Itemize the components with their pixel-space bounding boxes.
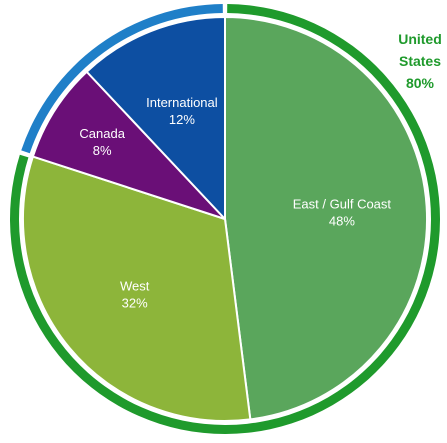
slice-label-east-gulf-coast: East / Gulf Coast bbox=[293, 197, 392, 212]
slice-value-west: 32% bbox=[122, 296, 148, 311]
outer-ring-label-line-1: United bbox=[398, 31, 442, 47]
slice-labels: East / Gulf Coast 48% West 32% Canada 8% Inter… bbox=[79, 95, 391, 311]
outer-ring-labels: United States 80% bbox=[398, 31, 442, 91]
pie-slice-canada bbox=[31, 70, 226, 220]
slice-label-international: International bbox=[146, 95, 218, 110]
slice-value-east-gulf-coast: 48% bbox=[329, 214, 355, 229]
pie-slices bbox=[22, 16, 429, 422]
outer-ring-label-line-2: States bbox=[399, 53, 441, 69]
slice-label-canada: Canada bbox=[79, 126, 125, 141]
slice-value-canada: 8% bbox=[93, 143, 112, 158]
outer-ring-label-line-3: 80% bbox=[406, 75, 435, 91]
pie-slice-east-gulf-coast bbox=[224, 16, 429, 421]
pie-slice-west bbox=[22, 155, 252, 422]
slice-value-international: 12% bbox=[169, 112, 195, 127]
slice-label-west: West bbox=[120, 279, 150, 294]
outer-ring bbox=[10, 4, 441, 434]
pie-slice-international bbox=[85, 16, 226, 220]
outer-ring-segment-2 bbox=[21, 4, 223, 154]
